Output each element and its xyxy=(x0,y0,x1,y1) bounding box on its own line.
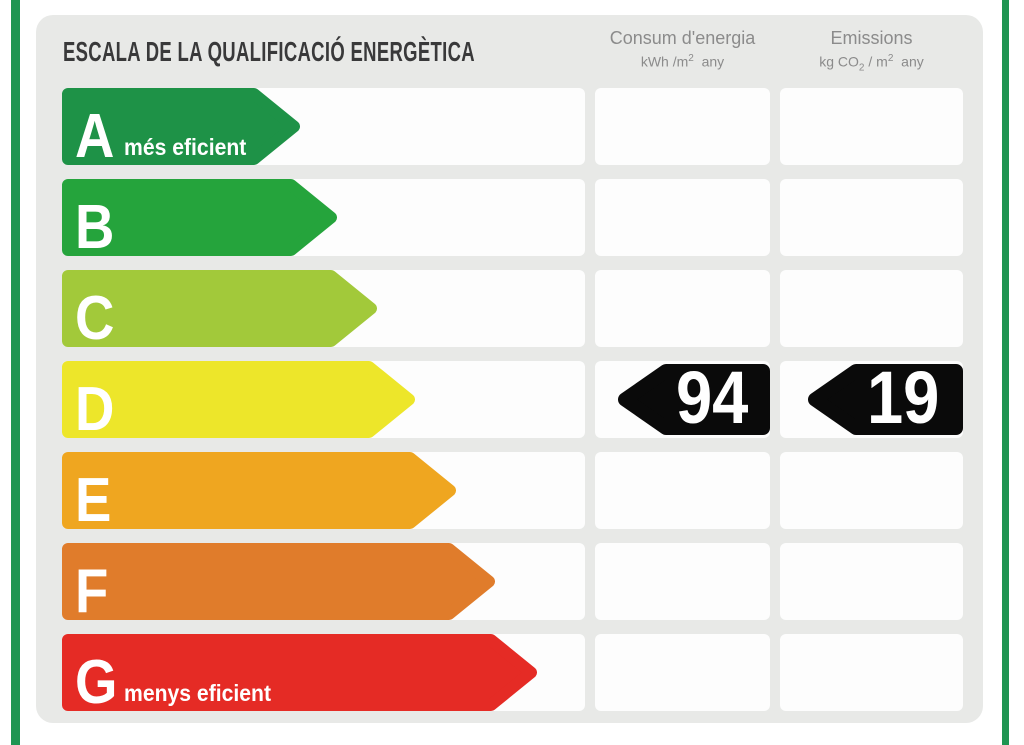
emissions-value-badge: 19 xyxy=(808,360,963,435)
rating-arrow-shape xyxy=(62,361,415,438)
scale-title: ESCALA DE LA QUALIFICACIÓ ENERGÈTICA xyxy=(63,36,475,67)
left-green-stripe xyxy=(11,0,20,745)
row-band-emissions xyxy=(780,88,963,165)
right-green-stripe xyxy=(1002,0,1009,745)
emissions-column-unit: kg CO2 / m2 any xyxy=(780,51,963,76)
rating-letter-G: G xyxy=(75,648,118,717)
consum-value-wrap: 94 xyxy=(662,360,762,435)
rating-row-F: F xyxy=(36,543,983,626)
consum-column-unit: kWh /m2 any xyxy=(595,51,770,70)
consum-column-title: Consum d'energia xyxy=(609,28,756,48)
rating-letter-A: A xyxy=(75,102,115,171)
emissions-unit-sub: 2 xyxy=(858,62,865,74)
emissions-column-title: Emissions xyxy=(830,28,913,48)
rating-arrow-D: D xyxy=(62,361,415,444)
rating-note-A: més eficient xyxy=(124,134,247,160)
consum-column-header: Consum d'energia kWh /m2 any xyxy=(595,28,770,70)
emissions-unit-sup: 2 xyxy=(887,53,894,64)
rating-letter-E: E xyxy=(75,466,112,535)
rating-arrow-shape xyxy=(62,179,337,256)
rating-row-E: E xyxy=(36,452,983,535)
rating-row-C: C xyxy=(36,270,983,353)
rating-row-B: B xyxy=(36,179,983,262)
rating-arrow-B: B xyxy=(62,179,337,262)
row-band-consum xyxy=(595,179,770,256)
rating-note-G: menys eficient xyxy=(124,680,272,706)
consum-unit-pre: kWh /m xyxy=(640,53,689,70)
row-band-consum xyxy=(595,452,770,529)
rating-arrow-shape xyxy=(62,634,537,711)
rating-letter-D: D xyxy=(75,375,115,444)
rating-arrow-shape xyxy=(62,452,456,529)
rating-row-D: D 94 19 xyxy=(36,360,983,444)
row-band-consum xyxy=(595,270,770,347)
row-band-emissions xyxy=(780,179,963,256)
emissions-unit-pre: kg CO xyxy=(819,53,859,70)
emissions-unit-mid: / m xyxy=(864,53,888,70)
rating-letter-F: F xyxy=(75,557,109,626)
energy-scale-panel: ESCALA DE LA QUALIFICACIÓ ENERGÈTICA Con… xyxy=(36,15,983,723)
consum-value: 94 xyxy=(675,355,749,439)
rating-arrow-shape xyxy=(62,88,300,165)
rating-arrow-C: C xyxy=(62,270,377,353)
rating-arrow-F: F xyxy=(62,543,495,626)
rating-letter-B: B xyxy=(75,193,115,262)
emissions-column-header: Emissions kg CO2 / m2 any xyxy=(780,28,963,76)
rating-arrow-shape xyxy=(62,270,377,347)
rating-arrow-E: E xyxy=(62,452,456,535)
row-band-consum xyxy=(595,88,770,165)
rating-arrow-shape xyxy=(62,543,495,620)
row-band-consum xyxy=(595,543,770,620)
consum-unit-sup: 2 xyxy=(688,53,694,64)
row-band-emissions xyxy=(780,270,963,347)
value-badge-shape xyxy=(618,364,770,435)
row-band-emissions xyxy=(780,634,963,711)
consum-value-badge: 94 xyxy=(618,360,770,435)
row-band-emissions xyxy=(780,543,963,620)
row-band-consum xyxy=(595,634,770,711)
emissions-value: 19 xyxy=(867,355,940,439)
emissions-unit-post: any xyxy=(893,53,924,70)
row-band-emissions xyxy=(780,452,963,529)
value-badge-shape xyxy=(808,364,963,435)
consum-unit-post: any xyxy=(693,53,725,70)
emissions-value-wrap: 19 xyxy=(852,360,955,435)
rating-letter-C: C xyxy=(75,284,115,353)
